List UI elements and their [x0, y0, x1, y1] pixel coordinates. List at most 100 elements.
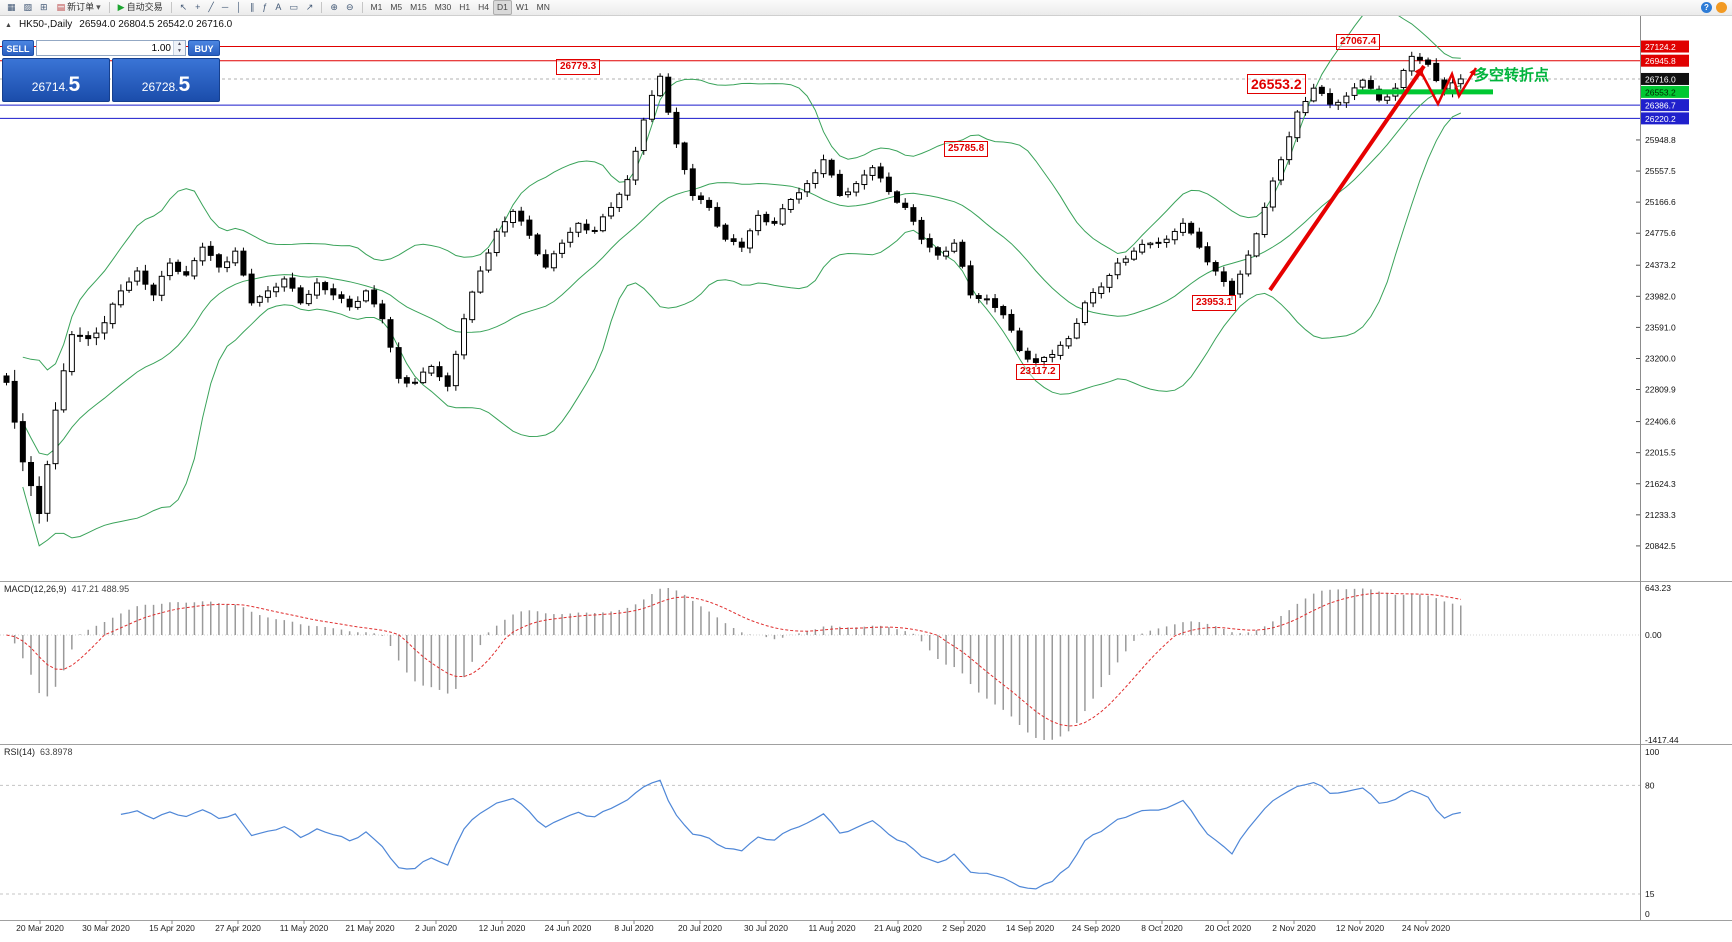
svg-text:643.23: 643.23: [1645, 583, 1671, 593]
one-click-trading-widget: SELL ▲ ▼ BUY 26714. 5 26728. 5: [2, 40, 220, 102]
zoom-out-icon: ⊖: [345, 2, 354, 12]
help-icon[interactable]: ?: [1701, 2, 1712, 13]
macd-pane: 643.23 0.00 -1417.44: [0, 583, 1679, 745]
price-annotation[interactable]: 26779.3: [556, 59, 601, 75]
vertical-line-button[interactable]: │: [232, 0, 246, 15]
svg-text:80: 80: [1645, 780, 1655, 790]
svg-text:8 Oct 2020: 8 Oct 2020: [1141, 923, 1183, 933]
timeframe-M30-button[interactable]: M30: [434, 2, 452, 12]
timeframe-M15-button[interactable]: M15: [410, 2, 427, 12]
timeframe-W1-button[interactable]: W1: [515, 2, 529, 12]
price-scale[interactable]: 25948.8 25557.5 25166.6 24775.6 24373.2 23982…: [1636, 40, 1689, 551]
profiles-button[interactable]: ▨: [20, 0, 37, 15]
price-annotation[interactable]: 26553.2: [1247, 74, 1306, 94]
cursor-icon: ↖: [179, 2, 188, 12]
crosshair-button[interactable]: +: [191, 0, 204, 15]
price-annotation[interactable]: 23953.1: [1192, 295, 1237, 311]
svg-text:22809.9: 22809.9: [1645, 384, 1676, 394]
svg-text:25166.6: 25166.6: [1645, 197, 1676, 207]
buy-button[interactable]: BUY: [188, 40, 220, 56]
svg-text:0.00: 0.00: [1645, 630, 1662, 640]
channel-button[interactable]: ∥: [246, 0, 259, 15]
svg-text:30 Mar 2020: 30 Mar 2020: [82, 923, 130, 933]
rsi-title: RSI(14) 63.8978: [4, 747, 73, 757]
volume-up-button[interactable]: ▲: [174, 41, 185, 48]
price-annotation[interactable]: 23117.2: [1016, 364, 1060, 380]
svg-text:20 Mar 2020: 20 Mar 2020: [16, 923, 64, 933]
arrow-tool-button[interactable]: ↗: [302, 0, 318, 15]
chevron-down-icon: ▾: [96, 2, 101, 12]
cursor-button[interactable]: ↖: [176, 0, 192, 15]
pivot-note-text[interactable]: 多空转折点: [1474, 67, 1550, 84]
svg-text:12 Nov 2020: 12 Nov 2020: [1336, 923, 1384, 933]
shapes-icon: ▭: [289, 2, 298, 12]
zoom-in-icon: ⊕: [330, 2, 338, 12]
svg-text:100: 100: [1645, 747, 1659, 757]
svg-text:24775.6: 24775.6: [1645, 228, 1676, 238]
channel-icon: ∥: [249, 2, 255, 12]
zoom-in-button[interactable]: ⊕: [326, 0, 342, 15]
new-chart-icon: ▦: [7, 2, 16, 12]
svg-text:21233.3: 21233.3: [1645, 510, 1676, 520]
svg-text:15: 15: [1645, 889, 1655, 899]
timeframe-MN-button[interactable]: MN: [536, 2, 550, 12]
text-button[interactable]: A: [271, 0, 285, 15]
toolbar-left-icons: ▦ ▨ ⊞: [3, 0, 52, 15]
chart-drawings[interactable]: [1268, 64, 1493, 292]
buy-price-panel[interactable]: 26728. 5: [112, 58, 220, 102]
rsi-name: RSI(14): [4, 747, 36, 757]
svg-text:14 Sep 2020: 14 Sep 2020: [1006, 923, 1054, 933]
new-chart-button[interactable]: ▦: [3, 0, 20, 15]
toolbar-separator: [361, 2, 363, 13]
svg-text:27 Apr 2020: 27 Apr 2020: [215, 923, 261, 933]
macd-values: 417.21 488.95: [71, 584, 130, 594]
toolbar-separator: [170, 2, 172, 13]
svg-text:2 Nov 2020: 2 Nov 2020: [1272, 923, 1316, 933]
svg-text:20 Jul 2020: 20 Jul 2020: [678, 923, 722, 933]
toolbar-separator: [321, 2, 323, 13]
svg-text:27124.2: 27124.2: [1645, 42, 1676, 52]
horizontal-line-button[interactable]: ─: [218, 0, 232, 15]
ohlc-values: 26594.0 26804.5 26542.0 26716.0: [79, 19, 233, 30]
trendline-button[interactable]: ╱: [204, 0, 217, 15]
horizontal-line-icon: ─: [221, 2, 229, 12]
tile-windows-icon: ⊞: [40, 2, 48, 12]
svg-text:20 Oct 2020: 20 Oct 2020: [1205, 923, 1252, 933]
timeframe-M1-button[interactable]: M1: [370, 2, 383, 12]
new-order-button[interactable]: ▤ 新订单 ▾: [53, 0, 105, 15]
svg-text:0: 0: [1645, 909, 1650, 919]
volume-box: ▲ ▼: [36, 40, 186, 56]
svg-text:24373.2: 24373.2: [1645, 260, 1676, 270]
time-scale[interactable]: 20 Mar 2020 30 Mar 2020 15 Apr 2020 27 Apr …: [16, 920, 1450, 933]
one-click-expander-icon[interactable]: ▲: [5, 22, 12, 29]
timeframe-H4-button[interactable]: H4: [478, 2, 489, 12]
pane-separators[interactable]: [0, 16, 1732, 921]
auto-trading-label: 自动交易: [126, 2, 163, 12]
svg-text:25557.5: 25557.5: [1645, 166, 1676, 176]
shapes-button[interactable]: ▭: [285, 0, 302, 15]
community-icon[interactable]: [1716, 2, 1727, 13]
sell-button[interactable]: SELL: [2, 40, 34, 56]
timeframe-D1-button[interactable]: D1: [492, 0, 512, 15]
price-annotation[interactable]: 25785.8: [944, 141, 989, 157]
arrow-tool-icon: ↗: [305, 2, 314, 12]
svg-text:21624.3: 21624.3: [1645, 479, 1676, 489]
svg-text:21 May 2020: 21 May 2020: [345, 923, 394, 933]
timeframe-H1-button[interactable]: H1: [459, 2, 471, 12]
svg-text:24 Sep 2020: 24 Sep 2020: [1072, 923, 1120, 933]
sell-price-big-digit: 5: [68, 73, 81, 96]
auto-trading-button[interactable]: ▶ 自动交易: [114, 0, 167, 15]
fibonacci-button[interactable]: ƒ: [258, 0, 271, 15]
volume-down-button[interactable]: ▼: [174, 48, 185, 55]
timeframe-M5-button[interactable]: M5: [390, 2, 403, 12]
svg-text:-1417.44: -1417.44: [1645, 735, 1679, 745]
price-annotation[interactable]: 27067.4: [1336, 34, 1381, 50]
svg-text:24 Nov 2020: 24 Nov 2020: [1402, 923, 1450, 933]
sell-price-panel[interactable]: 26714. 5: [2, 58, 110, 102]
tile-windows-button[interactable]: ⊞: [36, 0, 52, 15]
volume-input[interactable]: [37, 41, 173, 55]
svg-text:20842.5: 20842.5: [1645, 541, 1676, 551]
zoom-out-button[interactable]: ⊖: [342, 0, 358, 15]
